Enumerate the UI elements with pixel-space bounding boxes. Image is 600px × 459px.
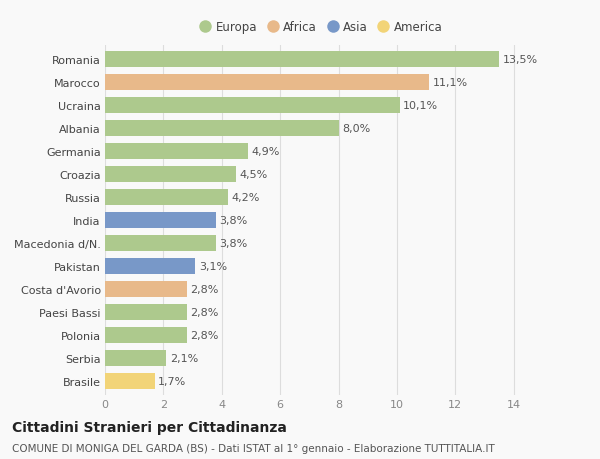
Text: 4,2%: 4,2% — [231, 192, 259, 202]
Text: 13,5%: 13,5% — [503, 55, 538, 65]
Text: 11,1%: 11,1% — [433, 78, 467, 88]
Bar — [105, 120, 338, 137]
Bar — [105, 281, 187, 297]
Text: 3,1%: 3,1% — [199, 261, 227, 271]
Bar — [105, 373, 155, 389]
Bar — [105, 258, 196, 274]
Bar — [105, 143, 248, 160]
Text: 1,7%: 1,7% — [158, 376, 187, 386]
Bar — [105, 74, 429, 91]
Bar — [105, 235, 216, 252]
Bar — [105, 304, 187, 320]
Bar — [105, 166, 236, 183]
Bar — [105, 189, 227, 206]
Text: Cittadini Stranieri per Cittadinanza: Cittadini Stranieri per Cittadinanza — [12, 420, 287, 434]
Text: 8,0%: 8,0% — [342, 123, 370, 134]
Bar — [105, 350, 166, 366]
Text: COMUNE DI MONIGA DEL GARDA (BS) - Dati ISTAT al 1° gennaio - Elaborazione TUTTIT: COMUNE DI MONIGA DEL GARDA (BS) - Dati I… — [12, 443, 495, 453]
Bar — [105, 51, 499, 68]
Text: 10,1%: 10,1% — [403, 101, 439, 111]
Text: 3,8%: 3,8% — [220, 238, 248, 248]
Text: 2,8%: 2,8% — [190, 284, 218, 294]
Text: 4,9%: 4,9% — [251, 146, 280, 157]
Text: 3,8%: 3,8% — [220, 215, 248, 225]
Text: 2,1%: 2,1% — [170, 353, 198, 363]
Bar — [105, 327, 187, 343]
Bar — [105, 97, 400, 114]
Legend: Europa, Africa, Asia, America: Europa, Africa, Asia, America — [197, 19, 445, 37]
Bar — [105, 212, 216, 229]
Text: 2,8%: 2,8% — [190, 307, 218, 317]
Text: 4,5%: 4,5% — [240, 169, 268, 179]
Text: 2,8%: 2,8% — [190, 330, 218, 340]
